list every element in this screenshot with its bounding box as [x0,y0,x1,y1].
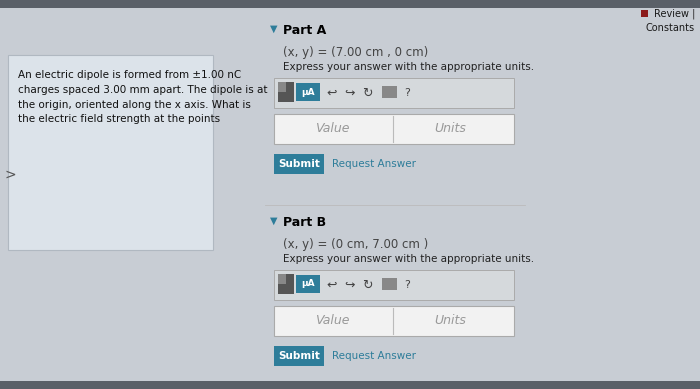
Text: Submit: Submit [278,351,320,361]
Text: Request Answer: Request Answer [332,351,416,361]
Text: ↩: ↩ [326,279,337,291]
Bar [641,10,648,17]
Bar [278,274,286,284]
Text: Submit: Submit [278,159,320,169]
Text: ↻: ↻ [362,279,372,291]
Bar [278,274,294,294]
Text: >: > [5,168,17,182]
Text: ↻: ↻ [362,86,372,100]
Text: ?: ? [404,280,410,290]
Text: An electric dipole is formed from ±1.00 nC
charges spaced 3.00 mm apart. The dip: An electric dipole is formed from ±1.00 … [18,70,267,124]
Bar [274,270,514,300]
Bar [274,346,324,366]
Text: ↩: ↩ [326,86,337,100]
Text: Request Answer: Request Answer [332,159,416,169]
Bar [0,0,700,8]
Text: Part A: Part A [283,24,326,37]
Text: μA: μA [301,280,315,289]
Text: (x, y) = (7.00 cm , 0 cm): (x, y) = (7.00 cm , 0 cm) [283,46,428,59]
Bar [296,275,320,293]
Text: Express your answer with the appropriate units.: Express your answer with the appropriate… [283,254,534,264]
Text: ?: ? [404,88,410,98]
Text: Express your answer with the appropriate units.: Express your answer with the appropriate… [283,62,534,72]
Text: Part B: Part B [283,216,326,229]
Bar [382,86,397,98]
Bar [8,55,213,250]
Text: Value: Value [315,314,349,328]
Text: Value: Value [315,123,349,135]
Bar [278,82,294,102]
Text: Review |
Constants: Review | Constants [646,8,695,33]
Text: μA: μA [301,88,315,96]
Bar [0,381,700,389]
Text: Units: Units [434,314,466,328]
Text: ↪: ↪ [344,279,354,291]
Text: Units: Units [434,123,466,135]
Text: (x, y) = (0 cm, 7.00 cm ): (x, y) = (0 cm, 7.00 cm ) [283,238,428,251]
Bar [274,78,514,108]
Bar [296,83,320,101]
Bar [382,278,397,290]
Bar [274,114,514,144]
Text: ↪: ↪ [344,86,354,100]
Text: ▼: ▼ [270,24,277,34]
Bar [274,306,514,336]
Text: ▼: ▼ [270,216,277,226]
Bar [278,82,286,92]
Bar [274,154,324,174]
